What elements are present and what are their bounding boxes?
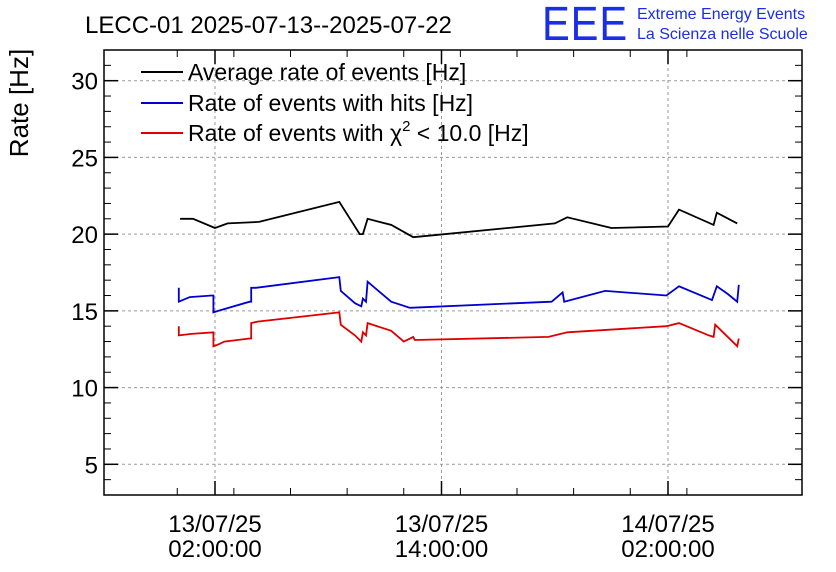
grid-lines <box>104 50 802 495</box>
logo-line-1: Extreme Energy Events <box>637 6 805 23</box>
legend-chi2-suffix: < 10.0 [Hz] <box>410 120 528 146</box>
x-tick-date: 14/07/25 <box>621 511 714 538</box>
legend-label-average: Average rate of events [Hz] <box>188 59 466 85</box>
x-tick-time: 14:00:00 <box>395 536 488 563</box>
x-tick-time: 02:00:00 <box>168 536 261 563</box>
legend-chi2-sup: 2 <box>402 118 410 135</box>
data-series <box>177 200 740 348</box>
y-tick-label: 25 <box>71 145 98 172</box>
series-line-2 <box>177 311 740 348</box>
series-line-0 <box>180 200 738 239</box>
axes: 5101520253013/07/2502:00:0013/07/2514:00… <box>71 49 803 563</box>
eee-logo: EEE Extreme Energy Events La Scienza nel… <box>542 0 808 51</box>
y-axis-label: Rate [Hz] <box>4 49 34 157</box>
legend-label-hits: Rate of events with hits [Hz] <box>188 90 473 116</box>
y-tick-label: 10 <box>71 376 98 403</box>
x-tick-date: 13/07/25 <box>395 511 488 538</box>
chart-title: LECC-01 2025-07-13--2025-07-22 <box>85 12 452 39</box>
logo-line-2: La Scienza nelle Scuole <box>637 26 808 43</box>
legend-chi2-symbol: χ <box>390 120 402 146</box>
series-line-1 <box>177 276 740 314</box>
x-tick-date: 13/07/25 <box>168 511 261 538</box>
legend-chi2-prefix: Rate of events with <box>188 120 390 146</box>
eee-logo-mark: EEE <box>542 0 628 51</box>
y-tick-label: 15 <box>71 299 98 326</box>
x-tick-time: 02:00:00 <box>621 536 714 563</box>
legend: Average rate of events [Hz] Rate of even… <box>141 59 529 146</box>
plot-frame <box>103 49 803 496</box>
y-tick-label: 30 <box>71 69 98 96</box>
y-tick-label: 5 <box>85 452 98 479</box>
legend-label-chi2: Rate of events with χ2 < 10.0 [Hz] <box>188 118 529 146</box>
y-tick-label: 20 <box>71 222 98 249</box>
